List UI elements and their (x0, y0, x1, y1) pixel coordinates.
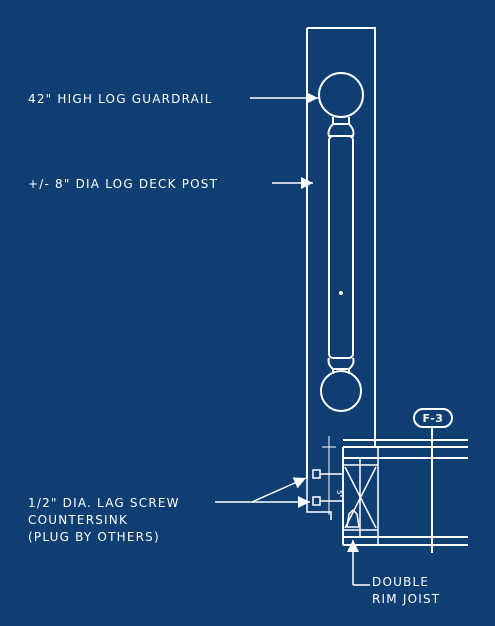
section-tag: F-3 (413, 408, 453, 428)
lag-screw-head (346, 508, 360, 528)
dimension-line (322, 436, 336, 515)
rim-joist-label-line1: DOUBLE (372, 575, 429, 589)
section-tag-label: F-3 (423, 412, 444, 425)
rim-joist-label-line2: RIM JOIST (372, 592, 440, 606)
log-guardrail-baluster (318, 72, 364, 412)
lag-screw-label-line2: COUNTERSINK (28, 513, 128, 527)
deck-post-label: +/- 8" DIA LOG DECK POST (28, 177, 218, 191)
lag-screw-label-line3: (PLUG BY OTHERS) (28, 530, 160, 544)
dimension-text: 5" (335, 490, 343, 498)
deck-framing (342, 439, 468, 546)
lag-screw-leader-upper (215, 477, 307, 503)
guardrail-label: 42" HIGH LOG GUARDRAIL (28, 92, 213, 106)
double-rim-joist-boards (343, 458, 378, 537)
lag-screw-label-line1: 1/2" DIA. LAG SCREW (28, 496, 180, 510)
baluster-center-mark (339, 291, 343, 295)
